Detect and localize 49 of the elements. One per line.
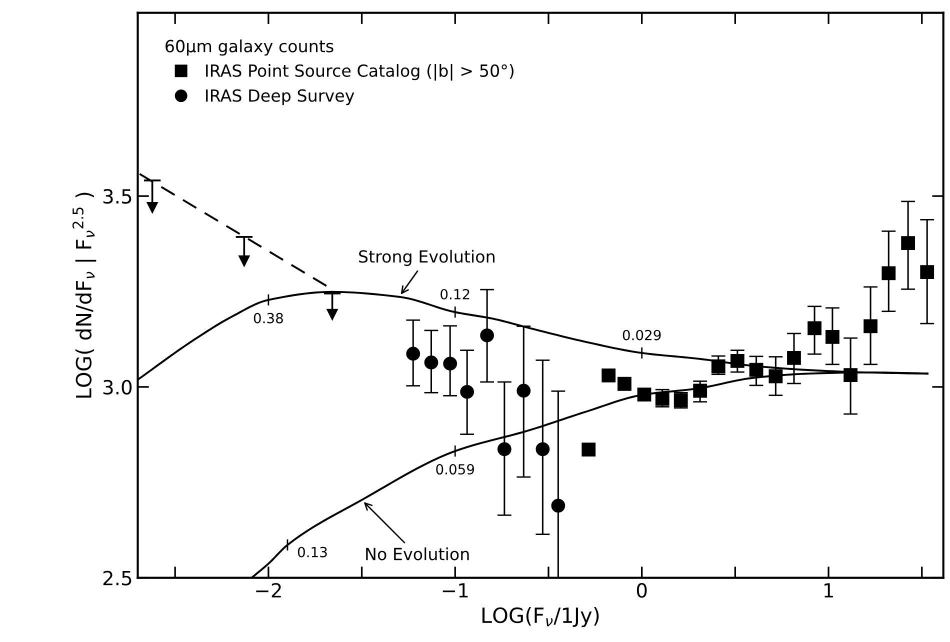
point [693,384,708,398]
legend-label: IRAS Deep Survey [206,89,354,106]
point [787,350,801,365]
y-axis-title: LOG( dN/dF$_{ν}$ | F$_{ν}$$^{2.5}$ ) [72,192,96,398]
point [424,356,438,370]
point [146,202,158,214]
point [768,369,783,384]
x-tick-label: −1 [442,583,468,598]
x-tick-label: −2 [256,583,281,598]
point [864,319,878,334]
point [516,384,531,398]
point [238,255,250,267]
point [655,392,670,406]
point [844,368,858,382]
annotation: 0.059 [436,464,474,475]
point [920,265,934,279]
point [443,356,458,371]
point [618,376,632,391]
point [602,368,616,382]
point [882,266,896,280]
point [637,388,652,402]
y-tick-label: 2.5 [103,570,132,586]
point [901,236,916,250]
x-tick-label: 1 [824,583,833,598]
legend-label: IRAS Point Source Catalog (|b| > 50°) [206,64,514,81]
series-label: Strong Evolution [359,250,494,266]
annotation: 0.13 [298,546,327,558]
legend-title: 60μm galaxy counts [166,40,334,56]
point [808,321,822,336]
point [551,498,566,513]
point [582,442,596,456]
text: No Evolution [366,547,469,560]
point [497,442,512,456]
point [826,330,840,344]
annotation: 0.029 [622,330,661,340]
point [406,346,420,361]
point [749,362,764,377]
x-tick-label: 0 [636,583,647,598]
y-tick-label: 3.0 [103,380,132,395]
x-axis-title: LOG(F$_{ν}$/1Jy) [482,607,599,628]
point [480,328,494,342]
y-tick-label: 3.5 [103,189,132,204]
point [460,384,474,399]
point [711,359,726,374]
point [536,442,550,456]
annotation: 0.12 [440,288,470,300]
point [730,354,744,368]
point [326,308,338,320]
annotation: 0.38 [254,312,283,324]
